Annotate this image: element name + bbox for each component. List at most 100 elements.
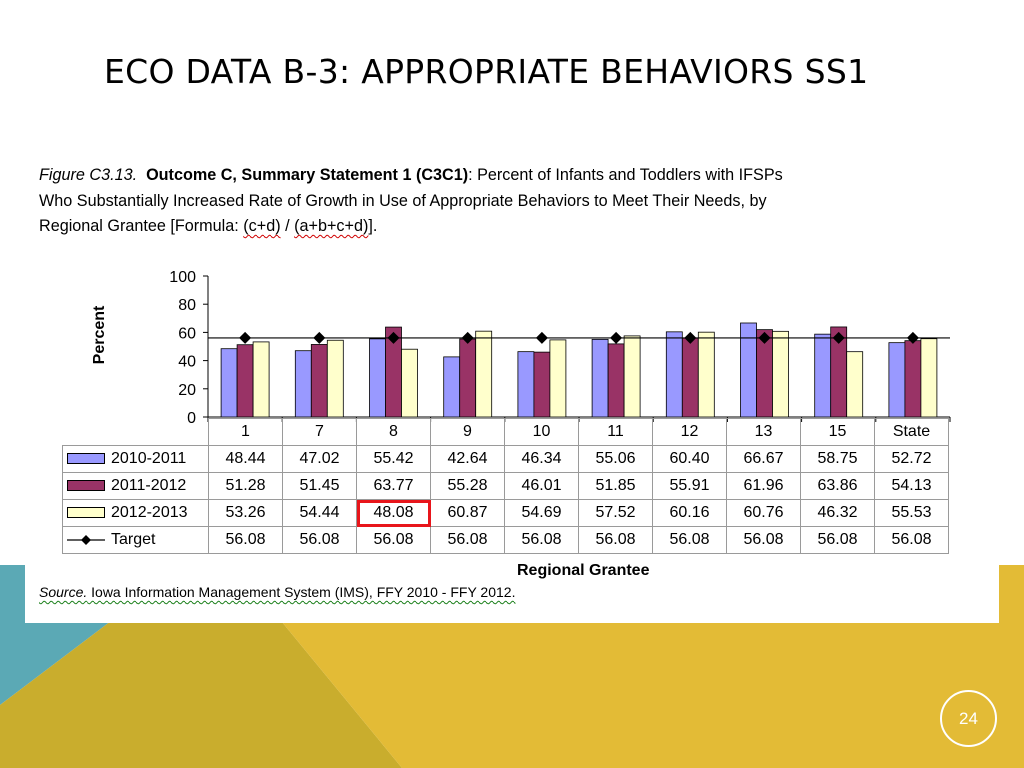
x-tick-label: 13 [726, 418, 801, 446]
data-label: 46.32 [800, 499, 875, 527]
legend-label: Target [111, 531, 156, 548]
data-label: 56.08 [430, 526, 505, 554]
x-tick-label: 11 [578, 418, 653, 446]
x-tick-label: 12 [652, 418, 727, 446]
formula-slash: / [280, 217, 295, 235]
legend-entry: Target [62, 526, 209, 554]
data-label: 56.08 [282, 526, 357, 554]
legend-swatch [67, 480, 105, 492]
x-tick-label: 7 [282, 418, 357, 446]
source-label: Source. [39, 584, 88, 600]
plot-bars [220, 322, 938, 418]
bar-2011-2012-11 [607, 343, 625, 418]
legend-entry: 2012-2013 [62, 499, 209, 527]
data-label: 56.08 [578, 526, 653, 554]
caption-line3-prefix: Regional Grantee [Formula: [39, 217, 244, 235]
x-axis-label: Regional Grantee [517, 562, 650, 579]
bar-2011-2012-12 [681, 337, 699, 418]
data-label: 66.67 [726, 445, 801, 473]
table-row: 2010-2011 48.44 47.02 55.42 42.64 46.34 55.06 6… [62, 445, 949, 473]
page-number: 24 [940, 690, 997, 747]
legend-entry: 2011-2012 [62, 472, 209, 500]
table-row: 2012-2013 53.26 54.44 48.08 60.87 54.69 57.52 6… [62, 499, 949, 527]
bar-2010-2011-8 [369, 338, 386, 418]
target-marker-8 [387, 331, 400, 344]
target-marker-State [906, 331, 919, 344]
data-label: 60.16 [652, 499, 727, 527]
bar-2012-2013-12 [697, 331, 715, 418]
x-tick-label: 1 [208, 418, 283, 446]
data-label: 56.08 [726, 526, 801, 554]
target-marker-13 [758, 331, 771, 344]
data-label: 60.40 [652, 445, 727, 473]
data-label: 55.42 [356, 445, 431, 473]
bar-2010-2011-11 [591, 338, 609, 418]
data-label: 46.34 [504, 445, 579, 473]
bar-2012-2013-8 [401, 348, 418, 418]
bar-2011-2012-1 [236, 344, 254, 418]
y-tick-label: 60 [178, 325, 196, 342]
data-label: 51.45 [282, 472, 357, 500]
table-corner [63, 419, 209, 446]
bar-2012-2013-7 [326, 339, 344, 418]
data-label: 42.64 [430, 445, 505, 473]
data-label: 63.86 [800, 472, 875, 500]
bar-2012-2013-1 [252, 341, 270, 418]
data-label: 63.77 [356, 472, 431, 500]
x-tick-label: 15 [800, 418, 875, 446]
data-label: 56.08 [652, 526, 727, 554]
data-label: 61.96 [726, 472, 801, 500]
bar-2010-2011-7 [294, 350, 312, 418]
target-marker-7 [313, 331, 326, 344]
highlighted-data-label: 48.08 [356, 499, 431, 527]
data-label: 55.53 [874, 499, 949, 527]
target-legend-symbol [67, 534, 105, 545]
x-tick-label: State [874, 418, 949, 446]
target-marker-12 [684, 331, 697, 344]
data-table: 1 7 8 9 10 11 12 13 15 State 2010-2011 48.44 47.02 55… [62, 418, 949, 554]
data-label: 60.87 [430, 499, 505, 527]
figure-label: Figure C3.13. [39, 166, 138, 184]
table-row: Target 56.08 56.08 56.08 56.08 56.08 56.08 56.0… [62, 526, 949, 554]
bar-2010-2011-10 [517, 351, 535, 418]
bar-2010-2011-State [888, 342, 906, 418]
table-row: 2011-2012 51.28 51.45 63.77 55.28 46.01 51.85 5… [62, 472, 949, 500]
data-label: 56.08 [800, 526, 875, 554]
olive-shape [0, 565, 402, 768]
data-label: 54.69 [504, 499, 579, 527]
bar-2011-2012-10 [533, 351, 551, 418]
formula-denominator: (a+b+c+d) [294, 217, 369, 235]
table-header-row: 1 7 8 9 10 11 12 13 15 State [63, 418, 949, 446]
y-tick-label: 80 [178, 297, 196, 314]
data-label: 48.44 [208, 445, 283, 473]
legend-label: 2012-2013 [111, 504, 188, 521]
legend-entry: 2010-2011 [62, 445, 209, 473]
caption-line3-suffix: ]. [368, 217, 378, 235]
data-label: 47.02 [282, 445, 357, 473]
target-marker-11 [610, 331, 623, 344]
data-label: 53.26 [208, 499, 283, 527]
bar-2012-2013-State [920, 338, 938, 418]
data-label: 55.28 [430, 472, 505, 500]
data-label: 56.08 [208, 526, 283, 554]
x-tick-label: 9 [430, 418, 505, 446]
y-tick-label: 0 [187, 410, 196, 427]
y-tick-label: 100 [169, 269, 196, 286]
bar-2011-2012-7 [310, 344, 328, 418]
bar-2011-2012-9 [459, 338, 477, 418]
data-label: 51.85 [578, 472, 653, 500]
source-text: Iowa Information Management System (IMS)… [87, 584, 516, 600]
data-label: 52.72 [874, 445, 949, 473]
target-marker-15 [832, 331, 845, 344]
data-label: 46.01 [504, 472, 579, 500]
plot-target [208, 331, 950, 344]
bar-2011-2012-State [904, 340, 922, 418]
data-label: 57.52 [578, 499, 653, 527]
bar-2010-2011-1 [220, 348, 238, 418]
bar-2012-2013-13 [772, 330, 789, 418]
bar-2010-2011-13 [740, 322, 757, 418]
figure-caption: Figure C3.13. Outcome C, Summary Stateme… [39, 163, 979, 240]
data-label: 58.75 [800, 445, 875, 473]
y-tick-label: 40 [178, 354, 196, 371]
